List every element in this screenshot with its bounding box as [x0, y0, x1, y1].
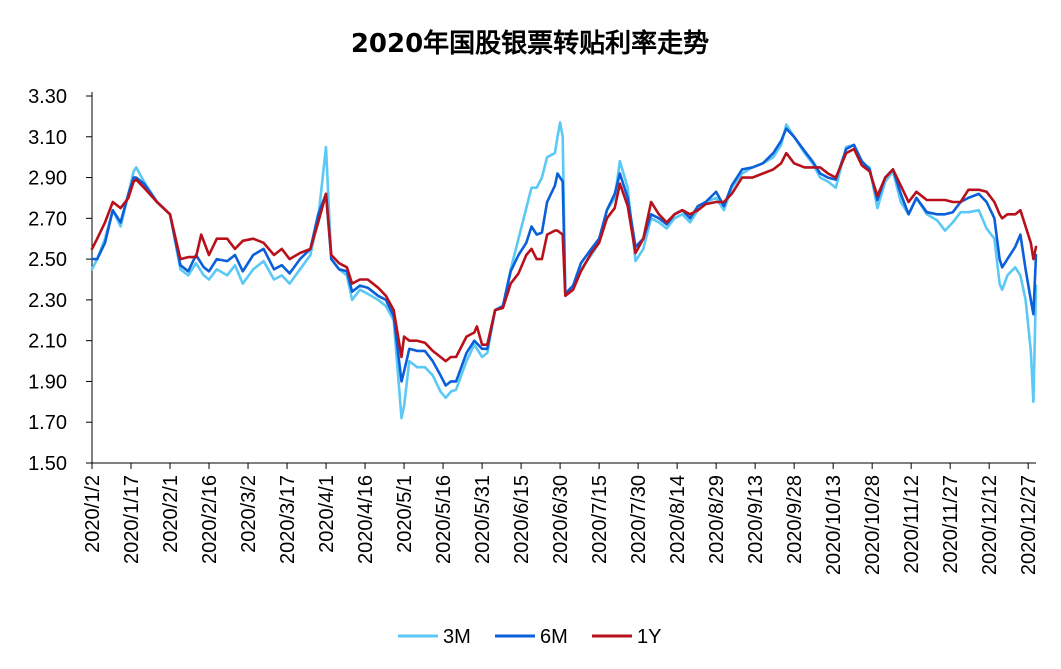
x-tick-label: 2020/10/28: [862, 475, 884, 575]
y-tick-label: 3.10: [28, 127, 67, 149]
x-tick-label: 2020/6/30: [550, 475, 572, 564]
x-tick-label: 2020/4/16: [355, 475, 377, 564]
x-tick-label: 2020/1/2: [82, 475, 104, 553]
y-tick-label: 2.70: [28, 208, 67, 230]
series-line-1y: [90, 147, 1038, 363]
x-tick-label: 2020/10/13: [823, 475, 845, 575]
y-tick-label: 1.70: [28, 412, 67, 434]
x-tick-label: 2020/2/1: [160, 475, 182, 553]
series-layer: [90, 121, 1038, 420]
x-axis: 2020/1/2 2020/1/17 2020/2/1 2020/2/16 2020/3…: [82, 462, 1040, 575]
y-tick-label: 2.90: [28, 168, 67, 190]
y-tick-label: 2.10: [28, 331, 67, 353]
x-tick-label: 2020/3/2: [238, 475, 260, 553]
legend-label-3m: 3M: [443, 626, 471, 648]
legend-label-6m: 6M: [540, 626, 568, 648]
x-tick-label: 2020/8/14: [667, 475, 689, 564]
y-tick-label: 3.30: [28, 86, 67, 108]
x-tick-label: 2020/5/31: [472, 475, 494, 564]
x-tick-label: 2020/7/30: [628, 475, 650, 564]
y-tick-label: 1.90: [28, 371, 67, 393]
y-tick-label: 1.50: [28, 453, 67, 475]
x-tick-label: 2020/12/12: [979, 475, 1001, 575]
chart-title: 2020年国股银票转贴利率走势: [351, 28, 709, 59]
x-tick-label: 2020/8/29: [706, 475, 728, 564]
y-tick-label: 2.30: [28, 290, 67, 312]
x-tick-label: 2020/2/16: [199, 475, 221, 564]
y-tick-label: 2.50: [28, 249, 67, 271]
y-axis: 3.30 3.10 2.90 2.70 2.50 2.30 2.10 1.90 1.70 1.50: [28, 86, 93, 475]
legend: 3M 6M 1Y: [398, 626, 661, 648]
x-tick-label: 2020/11/12: [901, 475, 923, 574]
x-tick-label: 2020/11/27: [940, 475, 962, 574]
x-tick-label: 2020/5/16: [433, 475, 455, 564]
x-tick-label: 2020/9/28: [784, 475, 806, 564]
x-tick-label: 2020/1/17: [121, 475, 143, 564]
x-tick-label: 2020/9/13: [745, 475, 767, 564]
x-tick-label: 2020/4/1: [316, 475, 338, 553]
x-tick-label: 2020/3/17: [277, 475, 299, 564]
x-tick-label: 2020/7/15: [589, 475, 611, 564]
x-tick-label: 2020/6/15: [511, 475, 533, 564]
x-tick-label: 2020/12/27: [1018, 475, 1040, 575]
x-tick-label: 2020/5/1: [394, 475, 416, 553]
legend-label-1y: 1Y: [637, 626, 661, 648]
